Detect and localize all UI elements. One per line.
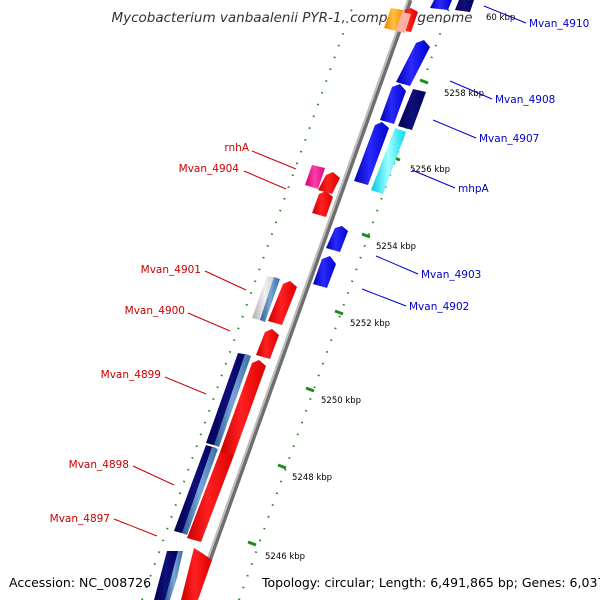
leader-mvan4903: [375, 255, 419, 275]
label-mvan4910[interactable]: Mvan_4910: [529, 18, 589, 30]
genome-summary-text: Topology: circular; Length: 6,491,865 bp…: [262, 575, 600, 590]
forward-gene-mvan4899[interactable]: [220, 360, 266, 455]
label-mvan4898[interactable]: Mvan_4898: [69, 459, 129, 471]
accession-text: Accession: NC_008726: [9, 575, 152, 590]
forward-feature-steel-3[interactable]: [214, 354, 251, 447]
tick-5250: [305, 386, 315, 393]
reverse-leaders: [361, 5, 527, 307]
label-mvan4901[interactable]: Mvan_4901: [141, 264, 201, 276]
tick-5248: [277, 463, 287, 470]
forward-feature-salmon[interactable]: [396, 12, 411, 33]
leader-mvan4899: [164, 376, 207, 395]
reverse-gene-mvan4908[interactable]: [396, 40, 430, 86]
forward-gene-mvan4901[interactable]: [268, 281, 297, 325]
leader-mvan4897: [113, 518, 158, 537]
tick-5258: [419, 78, 429, 85]
forward-feature-pink[interactable]: [305, 165, 325, 189]
forward-gene-rnhA[interactable]: [318, 172, 340, 194]
backbone: [191, 0, 410, 600]
forward-gene-mvan4900[interactable]: [256, 329, 279, 359]
reverse-gene-mvan4903[interactable]: [326, 226, 348, 252]
forward-feature-steel-2[interactable]: [182, 447, 218, 535]
leader-rnhA: [251, 150, 297, 170]
scale-label-5252: 5252 kbp: [350, 319, 390, 329]
scale-label-5258: 5258 kbp: [444, 89, 484, 99]
label-mvan4908[interactable]: Mvan_4908: [495, 94, 555, 106]
label-mvan4899[interactable]: Mvan_4899: [101, 369, 161, 381]
leader-mvan4908: [449, 80, 493, 100]
forward-feature-steel-1[interactable]: [165, 551, 183, 600]
forward-genes: [154, 8, 418, 600]
label-mvan4900[interactable]: Mvan_4900: [125, 305, 185, 317]
reverse-gene-mvan4907-navy[interactable]: [398, 89, 426, 130]
tick-5246: [247, 540, 257, 547]
reverse-gene-mhpA-cyan[interactable]: [371, 128, 406, 194]
forward-gene-mvan4898[interactable]: [187, 452, 234, 542]
forward-leaders: [113, 150, 297, 537]
scale-label-5256: 5256 kbp: [410, 165, 450, 175]
scale-label-60: 60 kbp: [486, 13, 515, 23]
reverse-gene-mvan4907[interactable]: [380, 84, 406, 124]
forward-feature-navy-1[interactable]: [154, 551, 178, 600]
leader-mvan4900: [187, 312, 231, 332]
leader-mhpA: [411, 169, 456, 189]
scale-label-5248: 5248 kbp: [292, 473, 332, 483]
label-mvan4897[interactable]: Mvan_4897: [50, 513, 110, 525]
scale-label-5246: 5246 kbp: [265, 552, 305, 562]
label-mvan4903[interactable]: Mvan_4903: [421, 269, 481, 281]
label-mvan4904[interactable]: Mvan_4904: [179, 163, 240, 175]
forward-gene-labels: rnhA Mvan_4904 Mvan_4901 Mvan_4900 Mvan_…: [50, 142, 250, 525]
reverse-gene-top-navy[interactable]: [455, 0, 474, 12]
outer-dotted-track: [141, 0, 356, 600]
leader-mvan4907: [432, 119, 477, 139]
label-rnhA[interactable]: rnhA: [224, 142, 249, 154]
label-mvan4907[interactable]: Mvan_4907: [479, 133, 539, 145]
leader-mvan4902: [361, 288, 407, 307]
forward-feature-steel-4[interactable]: [260, 277, 280, 322]
leader-mvan4901: [204, 270, 247, 291]
leader-mvan4898: [132, 465, 175, 486]
leader-mvan4904: [243, 170, 287, 190]
forward-gene-mvan4904[interactable]: [312, 191, 333, 217]
reverse-gene-mvan4902[interactable]: [313, 256, 336, 288]
scale-label-5250: 5250 kbp: [321, 396, 361, 406]
scale-label-5254: 5254 kbp: [376, 242, 416, 252]
reverse-gene-mhpA[interactable]: [354, 122, 389, 185]
label-mhpA[interactable]: mhpA: [458, 183, 490, 195]
reverse-gene-labels: Mvan_4910 Mvan_4908 Mvan_4907 mhpA Mvan_…: [409, 18, 589, 313]
label-mvan4902[interactable]: Mvan_4902: [409, 301, 469, 313]
tick-5252: [334, 309, 344, 316]
forward-feature-orange[interactable]: [384, 8, 403, 31]
leader-mvan4910: [483, 5, 527, 24]
map-title: Mycobacterium vanbaalenii PYR-1, complet…: [111, 10, 472, 26]
forward-gene-mvan4897-arrow[interactable]: [181, 548, 212, 600]
backbone-shadow: [192, 0, 413, 600]
reverse-gene-mvan4910[interactable]: [430, 0, 452, 10]
reverse-genes: [313, 0, 474, 288]
tick-5254: [361, 232, 371, 239]
